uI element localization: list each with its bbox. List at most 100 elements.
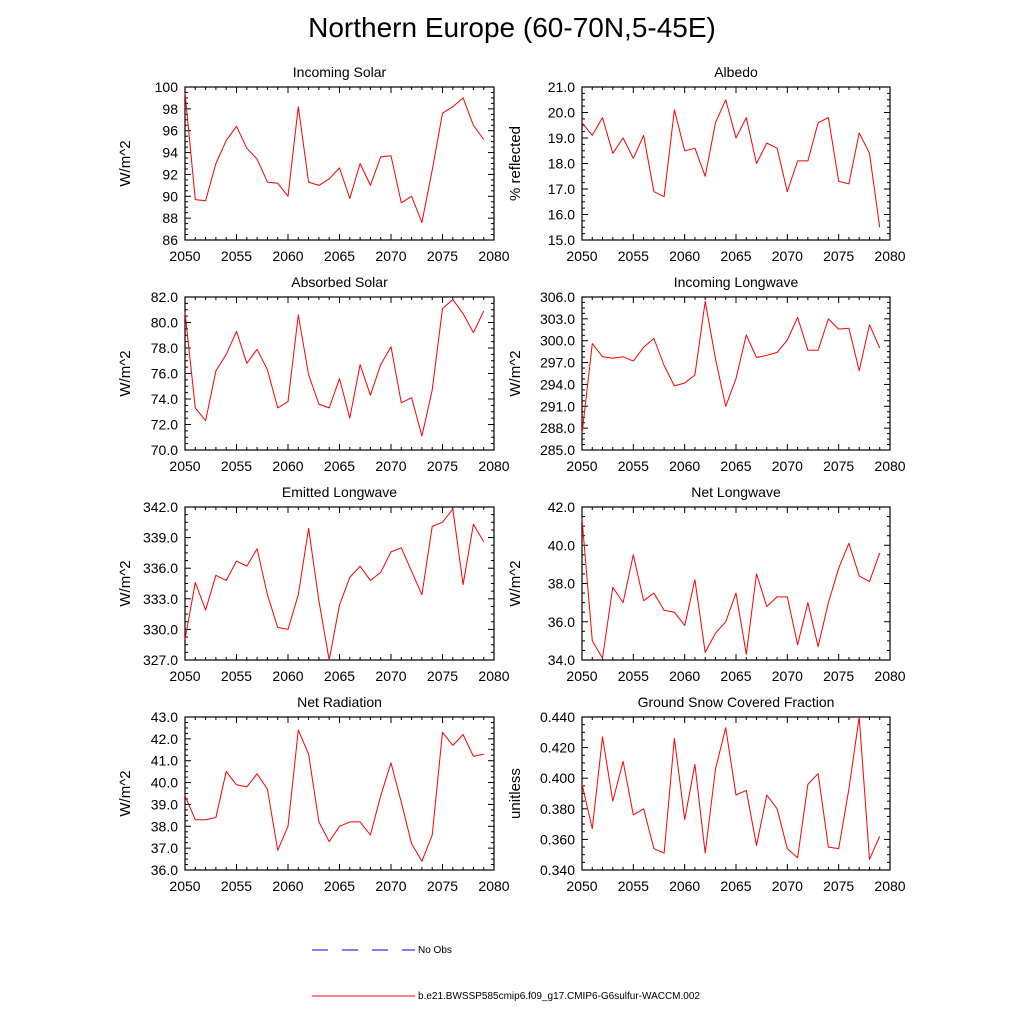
y-tick-label: 330.0 (143, 621, 178, 637)
y-tick-label: 43.0 (151, 709, 178, 725)
y-tick-label: 80.0 (151, 315, 178, 331)
y-tick-label: 88 (162, 210, 178, 226)
y-tick-label: 342.0 (143, 499, 178, 515)
y-tick-label: 0.440 (540, 709, 575, 725)
x-tick-label: 2075 (823, 458, 854, 474)
x-tick-label: 2055 (618, 878, 649, 894)
series-line (581, 300, 881, 435)
y-axis-label: W/m^2 (117, 350, 134, 396)
x-tick-label: 2075 (427, 878, 458, 894)
legend-model-label: b.e21.BWSSP585cmip6.f09_g17.CMIP6-G6sulf… (418, 991, 700, 1002)
y-tick-label: 40.0 (151, 775, 178, 791)
y-tick-label: 82.0 (151, 289, 178, 305)
x-tick-label: 2060 (669, 458, 700, 474)
y-tick-label: 0.340 (540, 862, 575, 878)
series-line (581, 99, 881, 228)
x-tick-label: 2075 (823, 878, 854, 894)
x-tick-label: 2070 (772, 248, 803, 264)
y-tick-label: 38.0 (151, 818, 178, 834)
y-tick-label: 336.0 (143, 560, 178, 576)
x-tick-label: 2050 (566, 458, 597, 474)
y-tick-label: 38.0 (548, 576, 575, 592)
x-tick-label: 2060 (669, 878, 700, 894)
x-tick-label: 2080 (478, 458, 509, 474)
y-tick-label: 288.0 (540, 420, 575, 436)
panel-title: Albedo (714, 64, 758, 80)
y-tick-label: 0.360 (540, 831, 575, 847)
x-tick-label: 2080 (478, 878, 509, 894)
y-tick-label: 42.0 (151, 731, 178, 747)
plot-frame (581, 296, 891, 451)
x-tick-label: 2060 (272, 878, 303, 894)
y-tick-label: 19.0 (548, 130, 575, 146)
y-tick-label: 36.0 (548, 614, 575, 630)
x-tick-label: 2055 (221, 458, 252, 474)
y-tick-label: 37.0 (151, 840, 178, 856)
legend-obs-label: No Obs (418, 945, 452, 956)
x-tick-label: 2070 (375, 458, 406, 474)
y-axis-label: % reflected (507, 126, 524, 201)
x-tick-label: 2050 (169, 248, 200, 264)
y-tick-label: 294.0 (540, 376, 575, 392)
y-tick-label: 74.0 (151, 391, 178, 407)
y-tick-label: 285.0 (540, 442, 575, 458)
plot-frame (581, 506, 891, 661)
x-tick-label: 2080 (874, 668, 905, 684)
panel-8: 2050 2055 2060 2065 2070 2075 2080 0.340 0.360 0.… (507, 694, 906, 894)
y-tick-label: 327.0 (143, 652, 178, 668)
y-axis-label: W/m^2 (507, 350, 524, 396)
y-tick-label: 40.0 (548, 537, 575, 553)
y-tick-label: 17.0 (548, 181, 575, 197)
series-line (581, 518, 881, 659)
x-tick-label: 2070 (375, 878, 406, 894)
x-tick-label: 2075 (427, 458, 458, 474)
x-tick-label: 2065 (720, 458, 751, 474)
series-line (184, 299, 485, 437)
x-tick-label: 2070 (772, 878, 803, 894)
panel-title: Net Radiation (297, 694, 382, 710)
x-tick-label: 2055 (618, 668, 649, 684)
panel-3: 2050 2055 2060 2065 2070 2075 2080 70.0 72.0 74.0… (117, 274, 510, 474)
y-axis-label: W/m^2 (507, 560, 524, 606)
x-tick-label: 2060 (272, 458, 303, 474)
x-tick-label: 2060 (669, 668, 700, 684)
y-tick-label: 86 (162, 232, 178, 248)
y-tick-label: 0.400 (540, 770, 575, 786)
y-tick-label: 300.0 (540, 333, 575, 349)
y-tick-label: 339.0 (143, 530, 178, 546)
plot-frame (184, 506, 495, 661)
legend: No Obs b.e21.BWSSP585cmip6.f09_g17.CMIP6-… (312, 945, 700, 1002)
x-tick-label: 2065 (720, 878, 751, 894)
y-tick-label: 41.0 (151, 753, 178, 769)
y-tick-label: 291.0 (540, 398, 575, 414)
x-tick-label: 2065 (324, 248, 355, 264)
x-tick-label: 2065 (720, 668, 751, 684)
x-tick-label: 2070 (772, 668, 803, 684)
x-tick-label: 2080 (874, 248, 905, 264)
plot-frame (184, 716, 495, 871)
y-tick-label: 98 (162, 101, 178, 117)
y-tick-label: 15.0 (548, 232, 575, 248)
y-tick-label: 96 (162, 123, 178, 139)
y-tick-label: 303.0 (540, 311, 575, 327)
x-tick-label: 2055 (221, 668, 252, 684)
x-tick-label: 2075 (823, 668, 854, 684)
series-line (184, 92, 485, 223)
x-tick-label: 2065 (324, 668, 355, 684)
x-tick-label: 2080 (478, 668, 509, 684)
panel-1: 2050 2055 2060 2065 2070 2075 2080 86 88 90 92 94 96… (117, 64, 510, 264)
y-tick-label: 297.0 (540, 355, 575, 371)
y-tick-label: 39.0 (151, 796, 178, 812)
x-tick-label: 2050 (566, 878, 597, 894)
series-line (581, 716, 881, 860)
x-tick-label: 2065 (720, 248, 751, 264)
y-tick-label: 16.0 (548, 207, 575, 223)
y-tick-label: 42.0 (548, 499, 575, 515)
x-tick-label: 2065 (324, 878, 355, 894)
y-axis-label: W/m^2 (117, 560, 134, 606)
y-tick-label: 78.0 (151, 340, 178, 356)
panel-title: Net Longwave (691, 484, 781, 500)
panel-title: Emitted Longwave (282, 484, 397, 500)
x-tick-label: 2065 (324, 458, 355, 474)
